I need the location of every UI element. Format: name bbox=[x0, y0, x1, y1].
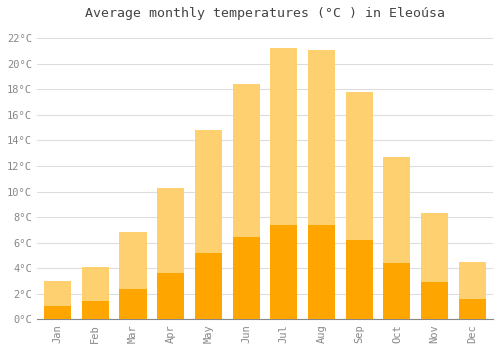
Bar bbox=[270, 225, 297, 320]
Bar bbox=[308, 225, 335, 320]
Bar bbox=[308, 50, 335, 320]
Bar bbox=[421, 213, 448, 320]
Bar bbox=[346, 240, 373, 320]
Bar bbox=[232, 237, 260, 320]
Title: Average monthly temperatures (°C ) in Eleoúsa: Average monthly temperatures (°C ) in El… bbox=[85, 7, 445, 20]
Bar bbox=[232, 84, 260, 320]
Bar bbox=[458, 299, 486, 320]
Bar bbox=[346, 92, 373, 320]
Bar bbox=[458, 262, 486, 320]
Bar bbox=[195, 130, 222, 320]
Bar bbox=[195, 253, 222, 320]
Bar bbox=[421, 282, 448, 320]
Bar bbox=[82, 301, 109, 320]
Bar bbox=[157, 273, 184, 320]
Bar bbox=[44, 306, 71, 320]
Bar bbox=[82, 267, 109, 320]
Bar bbox=[270, 48, 297, 320]
Bar bbox=[384, 157, 410, 320]
Bar bbox=[44, 281, 71, 320]
Bar bbox=[157, 188, 184, 320]
Bar bbox=[384, 262, 410, 320]
Bar bbox=[120, 232, 146, 320]
Bar bbox=[120, 289, 146, 320]
